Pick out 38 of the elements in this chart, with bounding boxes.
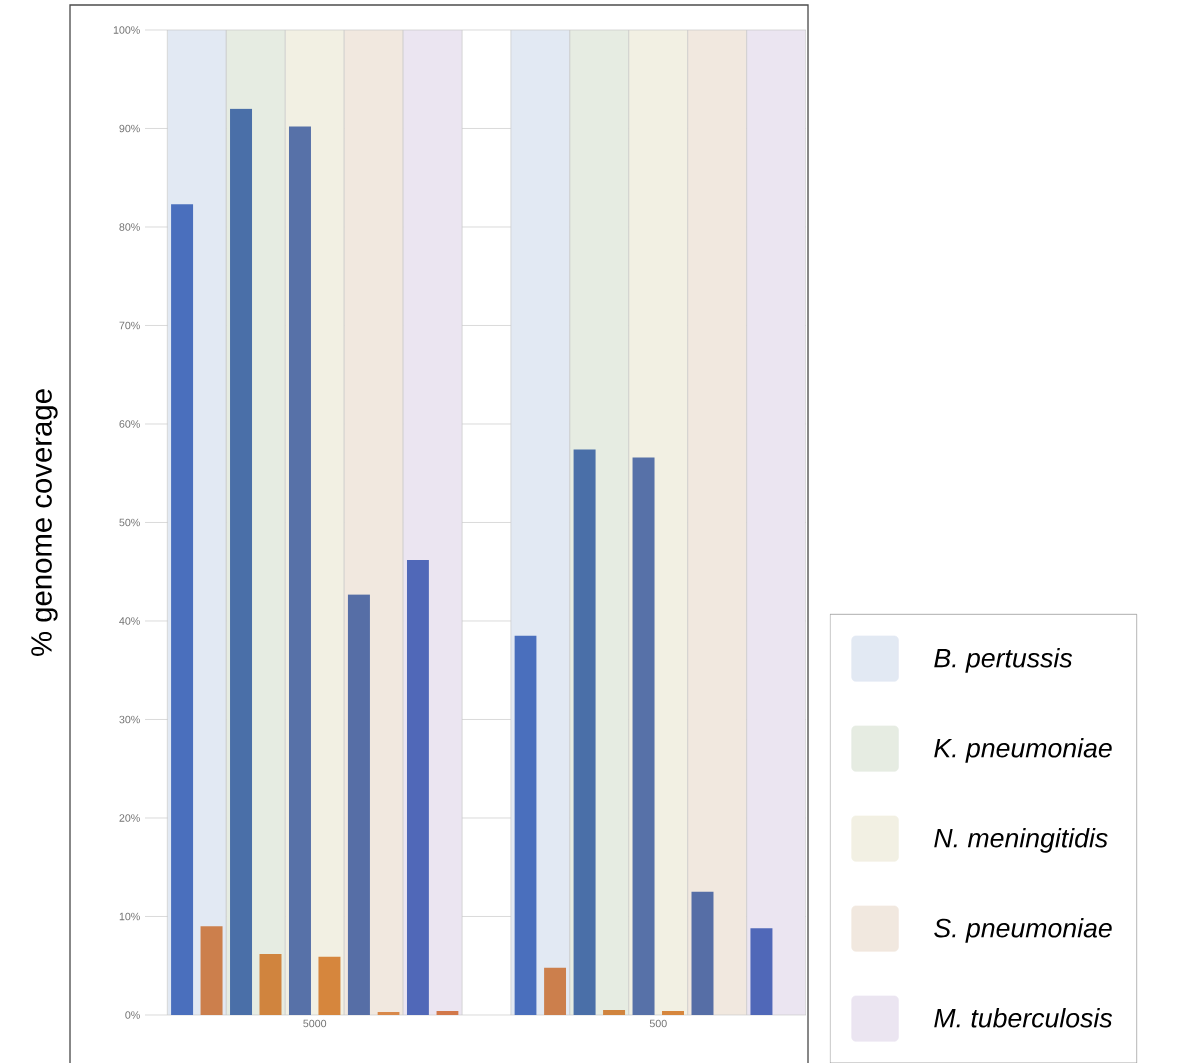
- bar: [171, 204, 194, 1015]
- bar: [377, 1012, 400, 1015]
- bar: [662, 1011, 685, 1015]
- y-tick-label: 50%: [119, 518, 140, 527]
- y-tick-label: 30%: [119, 715, 140, 724]
- bar: [750, 928, 773, 1015]
- y-tick-label: 80%: [119, 223, 140, 231]
- bar: [691, 891, 714, 1015]
- bar: [347, 594, 370, 1015]
- y-tick-label: 60%: [119, 420, 140, 428]
- bar: [288, 126, 311, 1015]
- bar: [514, 635, 537, 1015]
- legend-label: B. pertussis: [934, 647, 1073, 673]
- y-tick-label: 100%: [113, 26, 140, 34]
- bar: [544, 967, 567, 1015]
- y-tick-label: 70%: [119, 321, 140, 330]
- bar: [746, 29, 806, 1015]
- y-tick-label: 90%: [119, 124, 140, 133]
- y-tick-label: 40%: [119, 617, 140, 625]
- legend-label: M. tuberculosis: [934, 1007, 1113, 1028]
- bar: [230, 108, 253, 1015]
- y-tick-label: 20%: [119, 814, 140, 822]
- y-tick-label: 0%: [125, 1011, 140, 1019]
- bar: [259, 953, 282, 1015]
- bar: [318, 956, 341, 1015]
- x-tick-label: 500: [649, 1019, 667, 1028]
- bar: [632, 457, 655, 1015]
- legend-label: K. pneumoniae: [934, 737, 1112, 763]
- y-axis-title: % genome coverage: [31, 389, 58, 656]
- legend-label: N. meningitidis: [934, 827, 1108, 853]
- bar: [603, 1010, 626, 1015]
- bar: [573, 449, 596, 1015]
- bar: [436, 1011, 459, 1015]
- legend-label: S. pneumoniae: [934, 917, 1112, 943]
- bar: [406, 559, 429, 1015]
- bar: [200, 926, 223, 1015]
- x-tick-label: 5000: [303, 1019, 327, 1028]
- y-tick-label: 10%: [119, 912, 140, 921]
